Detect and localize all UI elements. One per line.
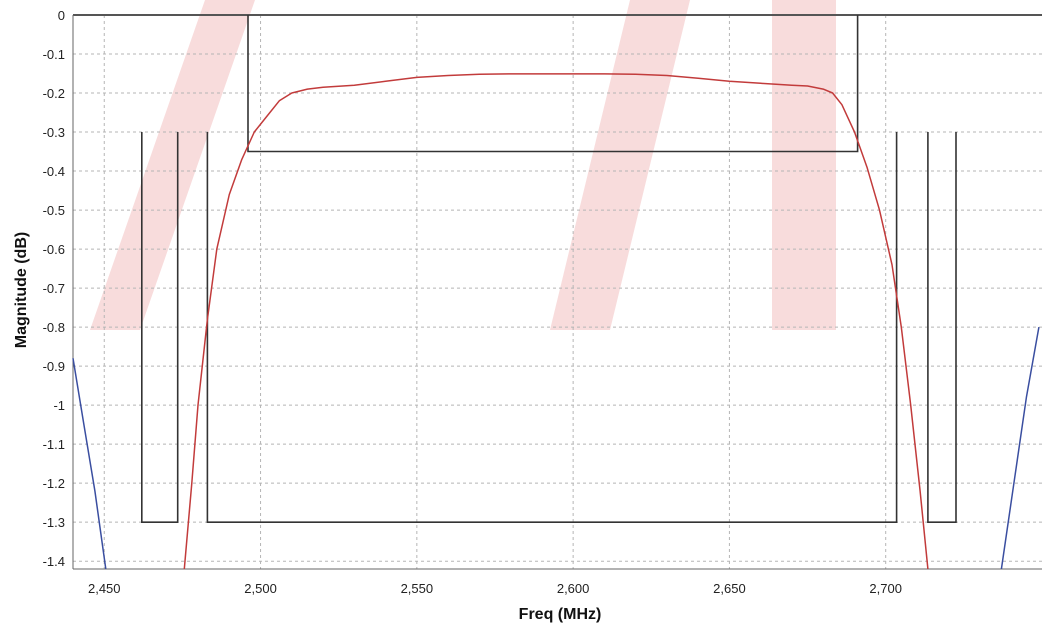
x-tick-labels: 2,450 2,500 2,550 2,600 2,650 2,700 [88,581,902,596]
x-tick-label: 2,500 [244,581,277,596]
y-tick-label: 0 [58,8,65,23]
x-tick-label: 2,600 [557,581,590,596]
mask-line-1 [247,15,859,153]
y-tick-label: -0.7 [43,281,65,296]
y-tick-label: -1.4 [43,554,65,569]
mask-line-4 [927,132,957,524]
y-tick-label: -0.2 [43,86,65,101]
series-line-1 [183,73,929,570]
x-tick-label: 2,650 [713,581,746,596]
grid [73,15,1042,569]
mask-line-3 [206,132,898,524]
y-tick-label: -1.3 [43,515,65,530]
mask-lines [141,15,957,524]
x-tick-label: 2,700 [869,581,902,596]
y-tick-label: -0.1 [43,47,65,62]
y-tick-label: -0.4 [43,164,65,179]
x-axis-title: Freq (MHz) [519,606,602,623]
y-tick-label: -1 [53,398,65,413]
plot-frame [72,14,1042,570]
mask-line-2 [141,132,179,524]
y-tick-label: -0.3 [43,125,65,140]
series-lines [72,73,1040,570]
series-line-3 [1000,326,1040,570]
y-tick-label: -0.9 [43,359,65,374]
y-tick-label: -0.5 [43,203,65,218]
y-tick-label: -0.8 [43,320,65,335]
watermark-logo [90,0,836,330]
x-tick-label: 2,450 [88,581,121,596]
series-line-2 [72,358,107,570]
y-tick-labels: 0 -0.1 -0.2 -0.3 -0.4 -0.5 -0.6 -0.7 -0.8 -0.9 -1 -… [43,8,65,569]
y-tick-label: -0.6 [43,242,65,257]
y-tick-label: -1.1 [43,437,65,452]
x-tick-label: 2,550 [401,581,434,596]
y-axis-title: Magnitude (dB) [13,232,30,348]
y-tick-label: -1.2 [43,476,65,491]
